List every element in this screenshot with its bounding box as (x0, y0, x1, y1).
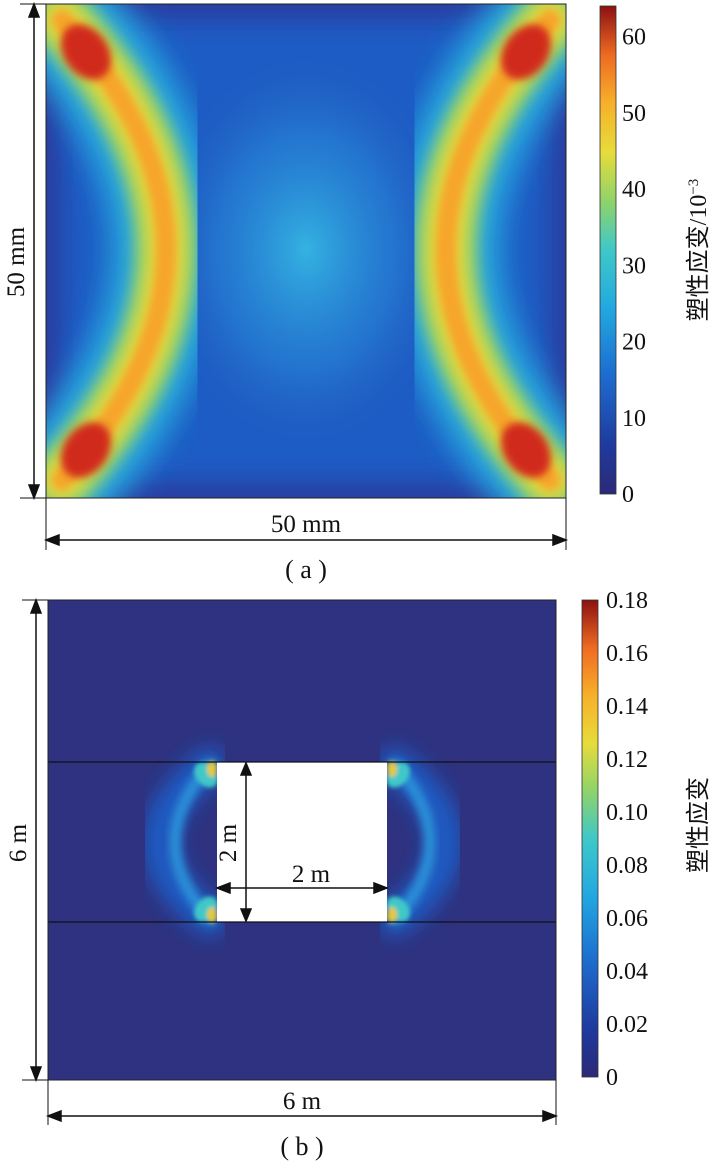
width-label-a: 50 mm (271, 511, 342, 538)
b-colorbar-tick-label: 0.18 (606, 588, 648, 614)
width-dimension-a (43, 498, 569, 550)
strain-contour-a (46, 4, 566, 498)
b-colorbar-tick-label: 0.16 (606, 641, 648, 667)
a-colorbar-tick-label: 30 (622, 253, 646, 279)
b-colorbar-tick-label: 0.10 (606, 800, 648, 826)
colorbar-b-ticks: 0 0.02 0.04 0.06 0.08 0.10 0.12 0.14 0.16 0.18 (606, 588, 648, 1091)
height-dimension-a (20, 1, 46, 501)
colorbar-b (581, 599, 599, 1078)
b-colorbar-tick-label: 0.08 (606, 853, 648, 879)
height-label-a: 50 mm (3, 226, 30, 297)
height-label-b: 6 m (5, 823, 32, 862)
a-colorbar-tick-label: 60 (622, 25, 646, 51)
a-colorbar-tick-label: 50 (622, 101, 646, 127)
b-colorbar-tick-label: 0.02 (606, 1012, 648, 1038)
width-dimension-b (45, 1080, 559, 1125)
height-dimension-b (22, 597, 48, 1083)
model-border-b (47, 599, 557, 1081)
opening-height-label: 2 m (215, 823, 242, 862)
panel-a-figure: 50 mm 50 mm 0 10 20 30 40 50 60 塑性应变/10−3 ( a … (3, 1, 712, 584)
opening-width-dimension (214, 881, 390, 895)
colorbar-a-ticks: 0 10 20 30 40 50 60 (622, 25, 646, 509)
b-colorbar-tick-label: 0.14 (606, 694, 648, 720)
specimen-border-a (45, 3, 567, 499)
b-colorbar-tick-label: 0 (606, 1065, 618, 1091)
opening-height-dimension (239, 761, 253, 923)
b-colorbar-tick-label: 0.04 (606, 959, 648, 985)
colorbar-a (599, 5, 617, 495)
a-colorbar-tick-label: 0 (622, 482, 634, 508)
opening-width-label: 2 m (292, 861, 331, 888)
caption-a: ( a ) (285, 555, 327, 584)
a-colorbar-tick-label: 40 (622, 177, 646, 203)
colorbar-b-title: 塑性应变 (685, 777, 712, 873)
width-label-b: 6 m (283, 1088, 322, 1115)
panel-a: 50 mm 50 mm 0 10 20 30 40 50 60 塑性应变/10−3 ( a … (3, 1, 712, 584)
b-colorbar-tick-label: 0.12 (606, 747, 648, 773)
strain-contour-b (48, 600, 556, 1080)
caption-b: ( b ) (280, 1132, 323, 1161)
a-colorbar-tick-label: 20 (622, 330, 646, 356)
panel-b-figure: 2 m 2 m 6 m 6 m 00.020.040.060.080.100.1 (5, 588, 712, 1161)
a-colorbar-tick-label: 10 (622, 406, 646, 432)
b-colorbar-tick-label: 0.06 (606, 906, 648, 932)
colorbar-a-title: 塑性应变/10−3 (685, 179, 712, 322)
panel-b: 2 m 2 m 6 m 6 m 0 0.02 0.04 0.06 0.08 0.10 0.1 (0, 585, 712, 1166)
tunnel-opening (217, 762, 387, 922)
